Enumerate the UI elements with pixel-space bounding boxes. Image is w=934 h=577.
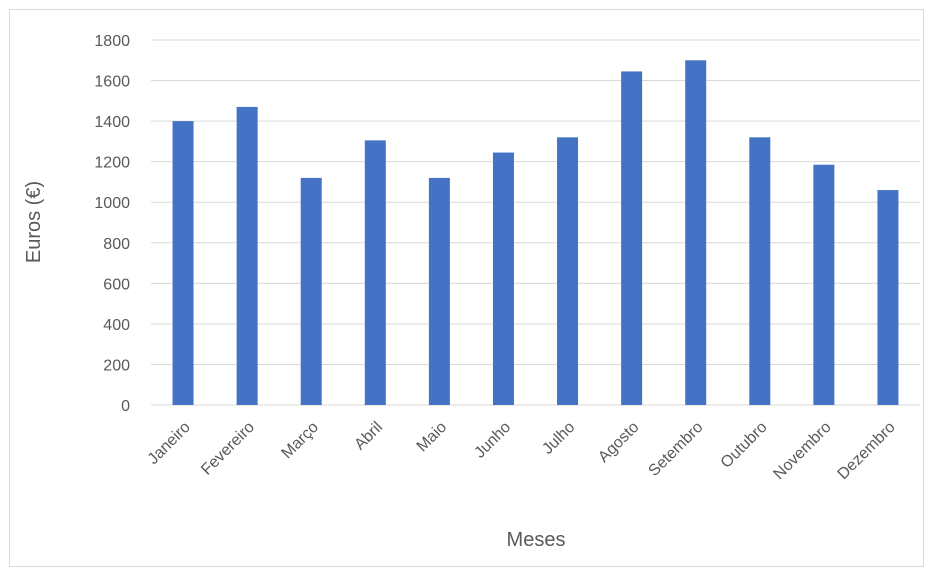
- bar-julho: [557, 137, 579, 406]
- y-tick-label: 200: [103, 357, 130, 374]
- x-tick-label: Dezembro: [835, 419, 899, 483]
- x-axis-title: Meses: [507, 529, 566, 551]
- gridlines: [151, 39, 920, 406]
- y-tick-label: 400: [103, 317, 130, 334]
- y-tick-label: 800: [103, 236, 130, 253]
- x-tick-label: Março: [279, 419, 323, 463]
- x-tick-label: Agosto: [595, 419, 642, 466]
- x-tick-labels: Janeiro Fevereiro Março Abril Maio Junho Julho…: [145, 419, 899, 483]
- bar-maio: [428, 177, 450, 405]
- y-tick-label: 1600: [94, 74, 130, 91]
- y-tick-labels: 0 200 400 600 800 1000 1200 1400 1600 1800: [94, 33, 130, 415]
- y-axis-title: Euros (€): [23, 181, 45, 263]
- y-tick-label: 600: [103, 276, 130, 293]
- y-tick-label: 1200: [94, 155, 130, 172]
- x-tick-label: Julho: [539, 419, 578, 458]
- bar-fevereiro: [236, 106, 258, 406]
- bar-junho: [492, 152, 514, 405]
- x-tick-label: Setembro: [645, 419, 706, 480]
- bar-janeiro: [172, 121, 194, 405]
- y-tick-label: 1800: [94, 33, 130, 50]
- bar-março: [300, 177, 322, 405]
- chart-frame: [9, 9, 924, 567]
- bar-agosto: [621, 71, 643, 406]
- bar-novembro: [813, 164, 835, 405]
- x-tick-label: Abril: [351, 419, 386, 454]
- x-tick-label: Janeiro: [145, 419, 194, 468]
- y-tick-label: 1400: [94, 114, 130, 131]
- bar-dezembro: [877, 190, 899, 405]
- bar-outubro: [749, 137, 771, 406]
- bar-setembro: [685, 60, 707, 406]
- y-tick-label: 1000: [94, 195, 130, 212]
- x-tick-label: Fevereiro: [198, 419, 258, 479]
- x-tick-label: Outubro: [718, 419, 771, 472]
- x-tick-label: Maio: [414, 419, 451, 456]
- x-tick-label: Novembro: [770, 419, 834, 483]
- bar-abril: [364, 140, 386, 405]
- y-tick-label: 0: [121, 398, 130, 415]
- bars: [172, 60, 899, 406]
- x-tick-label: Junho: [471, 419, 514, 462]
